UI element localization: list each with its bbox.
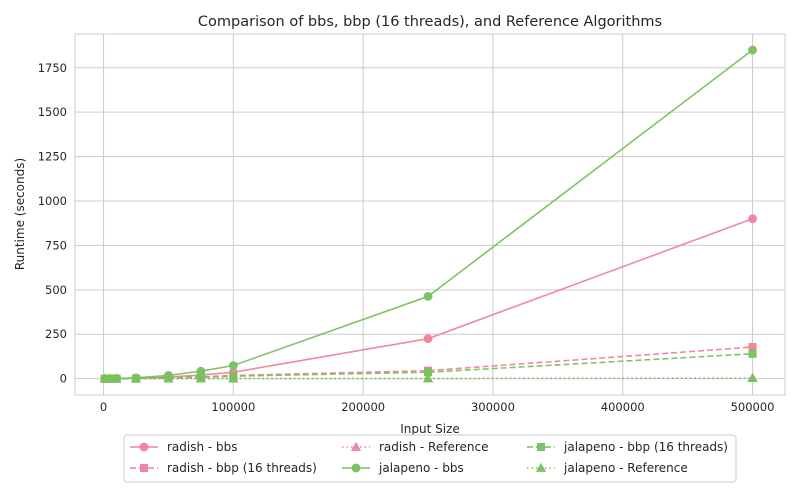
legend-label: radish - bbp (16 threads): [167, 461, 317, 475]
y-tick-label: 750: [45, 238, 67, 252]
data-point: [228, 361, 238, 370]
legend-item: jalapeno - Reference: [527, 461, 688, 475]
y-tick-label: 1250: [38, 150, 67, 164]
data-point: [748, 349, 757, 358]
x-tick-label: 200000: [341, 400, 385, 414]
data-point: [163, 373, 174, 383]
legend-label: radish - Reference: [379, 440, 488, 454]
y-tick-label: 500: [45, 283, 67, 297]
x-tick-labels: 0 100000 200000 300000 400000 500000: [100, 400, 775, 414]
y-tick-label: 1500: [38, 105, 67, 119]
legend-box: [123, 434, 737, 483]
legend-label: radish - bbs: [167, 440, 238, 454]
series-layer: [99, 45, 758, 384]
data-point: [748, 45, 757, 55]
data-point: [195, 373, 206, 383]
chart-title: Comparison of bbs, bbp (16 threads), and…: [198, 14, 662, 30]
data-point: [130, 373, 142, 383]
x-tick-label: 400000: [601, 400, 645, 414]
legend-item: jalapeno - bbs: [342, 461, 464, 475]
x-tick-label: 300000: [471, 400, 515, 414]
axes-border: [74, 33, 786, 396]
data-point: [422, 373, 434, 383]
legend-label: jalapeno - bbp (16 threads): [563, 440, 728, 454]
legend-swatch-marker: [139, 463, 148, 472]
x-tick-label: 500000: [731, 400, 775, 414]
data-point: [104, 373, 116, 383]
legend-item: radish - Reference: [342, 440, 488, 454]
series-jalapeno-reference: [99, 372, 758, 383]
data-point: [748, 214, 757, 224]
legend-item: jalapeno - bbp (16 threads): [527, 440, 728, 454]
legend-label: jalapeno - Reference: [563, 461, 688, 475]
legend-swatch-marker: [537, 442, 546, 451]
y-tick-label: 0: [60, 372, 67, 386]
legend: radish - bbs radish - bbp (16 threads) rad…: [123, 434, 737, 483]
legend-swatch-marker: [351, 463, 361, 473]
data-point: [747, 372, 758, 383]
x-tick-label: 100000: [211, 400, 255, 414]
grid: [75, 34, 785, 395]
y-axis-label: Runtime (seconds): [13, 158, 27, 270]
legend-swatch-marker: [139, 442, 149, 452]
y-tick-label: 250: [45, 327, 67, 341]
legend-label: jalapeno - bbs: [378, 461, 464, 475]
y-tick-label: 1750: [38, 61, 67, 75]
legend-item: radish - bbp (16 threads): [130, 461, 317, 475]
data-point: [748, 343, 757, 352]
axes-frame: [74, 33, 786, 396]
legend-swatch-marker: [535, 462, 547, 472]
data-point: [423, 292, 433, 301]
y-tick-labels: 0 250 500 750 1000 1250 1500 1750: [38, 61, 67, 386]
data-point: [111, 373, 122, 383]
data-point: [228, 373, 239, 383]
data-point: [423, 334, 433, 344]
x-tick-label: 0: [100, 400, 107, 414]
y-tick-label: 1000: [38, 194, 67, 208]
legend-swatch-marker: [350, 441, 362, 451]
x-axis-label: Input Size: [400, 422, 460, 436]
legend-item: radish - bbs: [130, 440, 238, 454]
